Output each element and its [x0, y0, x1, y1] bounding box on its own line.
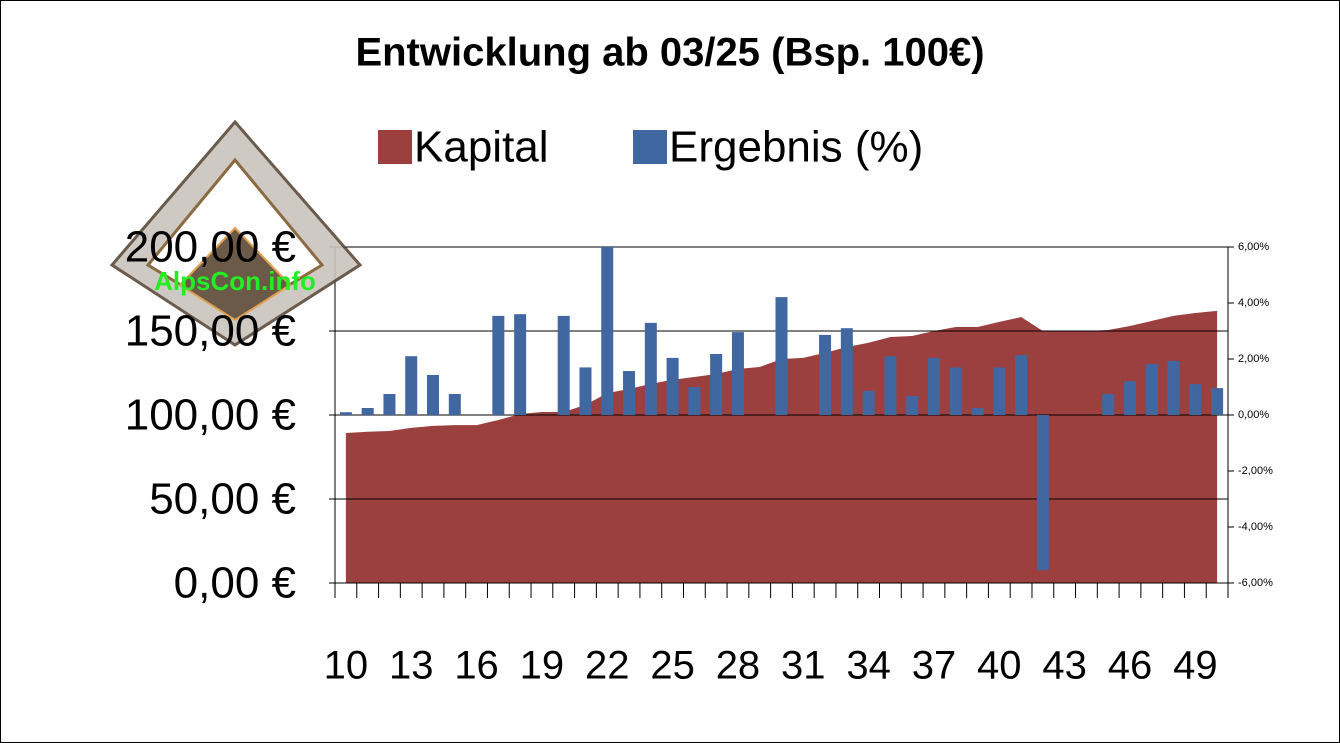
y2-tick-label: 2,00% [1238, 353, 1269, 365]
bar [840, 328, 853, 415]
x-tick-label: 25 [650, 644, 695, 688]
bar [383, 394, 396, 415]
x-tick-label: 13 [389, 644, 434, 688]
bar [448, 394, 461, 415]
legend-label: Kapital [414, 123, 549, 172]
bar [1015, 355, 1028, 415]
bar [993, 367, 1006, 415]
legend-swatch [633, 130, 667, 164]
y2-tick-label: -2,00% [1238, 465, 1273, 477]
bar [906, 395, 919, 415]
bar [949, 367, 962, 415]
bar [1189, 384, 1202, 415]
bar [862, 390, 875, 415]
bar [971, 408, 984, 415]
y-tick-label: 200,00 € [125, 223, 296, 272]
bar [405, 356, 418, 415]
y2-tick-label: 4,00% [1238, 297, 1269, 309]
bar [710, 353, 723, 415]
y2-tick-label: 0,00% [1238, 409, 1269, 421]
watermark-logo: AlpsCon.info [109, 119, 363, 347]
x-tick-label: 40 [977, 644, 1022, 688]
x-tick-label: 37 [912, 644, 957, 688]
bar [339, 412, 352, 415]
bar [492, 315, 505, 415]
legend: Kapital Ergebnis (%) [378, 123, 923, 172]
bar [644, 322, 657, 415]
bar [1211, 388, 1224, 415]
legend-label: Ergebnis (%) [669, 123, 923, 172]
bar [1123, 381, 1136, 415]
y2-tick-label: -6,00% [1238, 577, 1273, 589]
watermark-text: AlpsCon.info [154, 266, 316, 296]
bar [688, 387, 701, 415]
plot-area [329, 246, 1234, 598]
x-tick-label: 49 [1173, 644, 1218, 688]
x-tick-label: 46 [1108, 644, 1153, 688]
bar [623, 371, 636, 415]
bar [1167, 360, 1180, 415]
bar [1036, 415, 1049, 571]
bar [666, 357, 679, 415]
bar [557, 315, 570, 415]
x-tick-label: 43 [1042, 644, 1087, 688]
y-tick-label: 150,00 € [125, 307, 296, 356]
bar [514, 314, 527, 415]
bar [819, 334, 832, 415]
bar [427, 374, 440, 415]
bar [884, 356, 897, 415]
bar [1102, 394, 1115, 415]
x-tick-label: 16 [454, 644, 499, 688]
bar [361, 408, 374, 415]
x-tick-label: 10 [324, 644, 369, 688]
x-tick-label: 22 [585, 644, 630, 688]
bar [731, 332, 744, 415]
bar [1145, 364, 1158, 415]
y-tick-label: 100,00 € [125, 391, 296, 440]
legend-swatch [378, 130, 412, 164]
x-tick-label: 28 [716, 644, 761, 688]
y2-tick-label: -4,00% [1238, 521, 1273, 533]
x-tick-label: 31 [781, 644, 826, 688]
x-tick-label: 19 [520, 644, 565, 688]
bar [579, 367, 592, 415]
bar [775, 297, 788, 415]
bar [601, 247, 614, 415]
x-tick-label: 34 [846, 644, 891, 688]
y-tick-label: 0,00 € [174, 559, 296, 608]
bar [927, 357, 940, 415]
y2-tick-label: 6,00% [1238, 241, 1269, 253]
y-tick-label: 50,00 € [149, 475, 296, 524]
chart-title: Entwicklung ab 03/25 (Bsp. 100€) [355, 31, 984, 75]
